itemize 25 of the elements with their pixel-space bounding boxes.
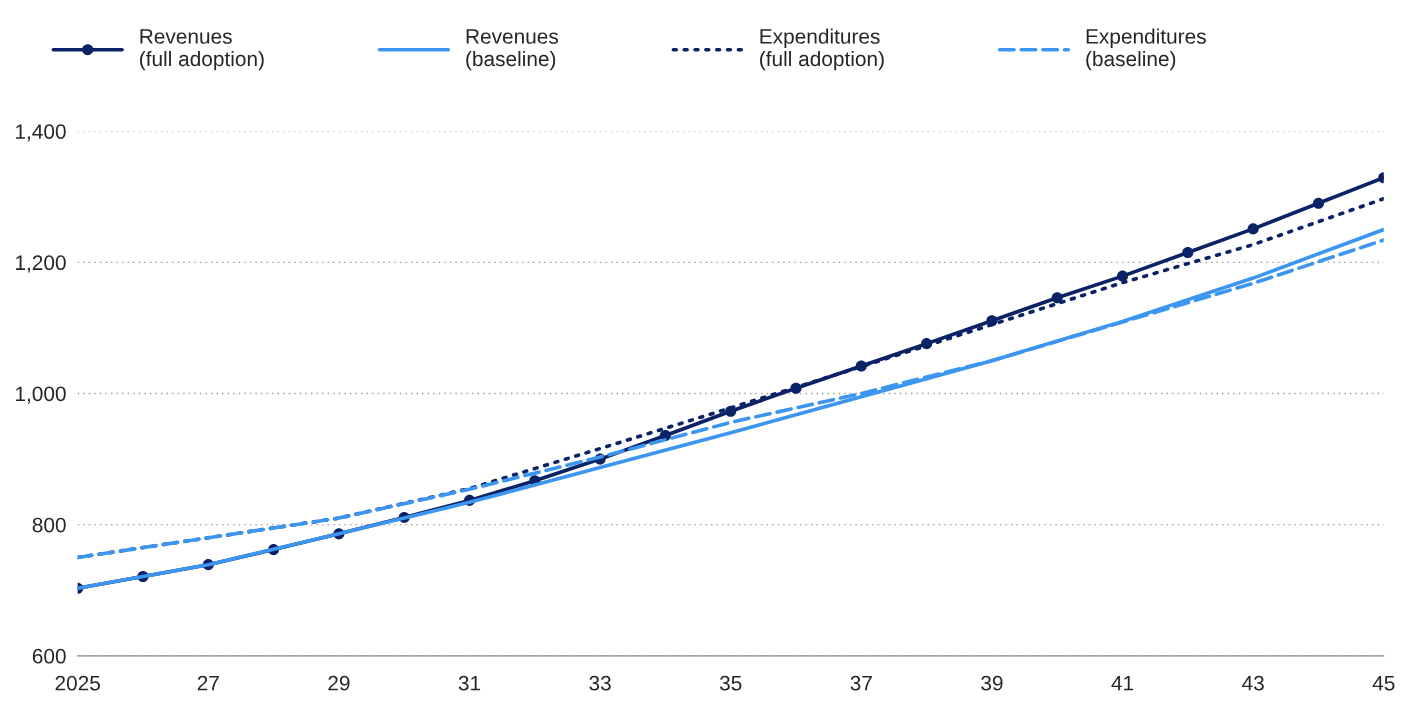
x-tick-label: 45 bbox=[1372, 676, 1395, 691]
point bbox=[1312, 197, 1325, 209]
x-tick-label: 41 bbox=[1111, 676, 1134, 691]
x-tick-label: 29 bbox=[328, 675, 350, 691]
legend-label: Expenditures (baseline) bbox=[1086, 28, 1206, 71]
x-tick-label: 39 bbox=[981, 675, 1003, 691]
y-tick-label: 600 bbox=[32, 648, 66, 664]
legend-label: Revenues (baseline) bbox=[466, 29, 559, 71]
point bbox=[1116, 270, 1129, 282]
x-tick-label: 27 bbox=[197, 675, 219, 691]
legend-label: Revenues (full adoption) bbox=[140, 29, 264, 71]
y-tick-label: 1,200 bbox=[16, 255, 66, 273]
point bbox=[1051, 292, 1063, 304]
x-tick-label: 43 bbox=[1242, 675, 1264, 691]
legend-label: Expenditures (full adoption) bbox=[760, 28, 884, 71]
y-tick-label: 1,400 bbox=[16, 124, 66, 142]
x-tick-label: 35 bbox=[719, 675, 742, 691]
x-tick-label: 2025 bbox=[55, 675, 100, 691]
x-tick-label: 31 bbox=[458, 675, 481, 691]
point bbox=[1247, 223, 1259, 235]
y-tick-label: 1,000 bbox=[16, 386, 66, 404]
x-tick-label: 37 bbox=[850, 675, 872, 691]
y-tick-label: 800 bbox=[32, 517, 66, 533]
x-tick-label: 33 bbox=[589, 675, 611, 691]
point bbox=[1182, 246, 1194, 259]
